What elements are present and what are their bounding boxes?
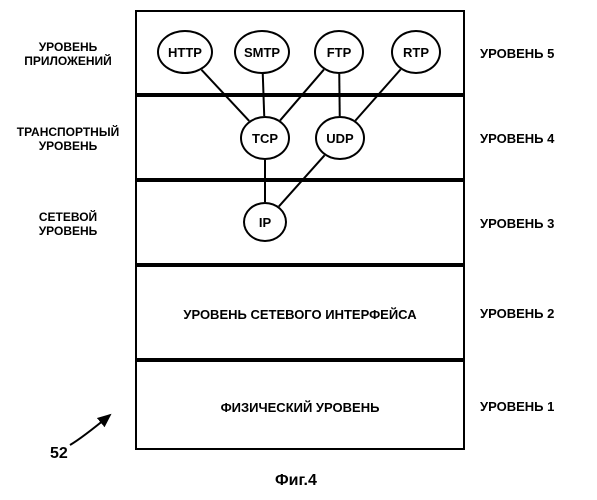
ref-arrow-svg	[0, 0, 597, 500]
node-smtp: SMTP	[234, 30, 290, 74]
diagram-container: УРОВЕНЬ СЕТЕВОГО ИНТЕРФЕЙСА ФИЗИЧЕСКИЙ У…	[0, 0, 597, 500]
node-http: HTTP	[157, 30, 213, 74]
node-tcp: TCP	[240, 116, 290, 160]
node-ftp: FTP	[314, 30, 364, 74]
node-ip: IP	[243, 202, 287, 242]
ref-arrow	[70, 415, 110, 445]
node-udp: UDP	[315, 116, 365, 160]
node-rtp: RTP	[391, 30, 441, 74]
